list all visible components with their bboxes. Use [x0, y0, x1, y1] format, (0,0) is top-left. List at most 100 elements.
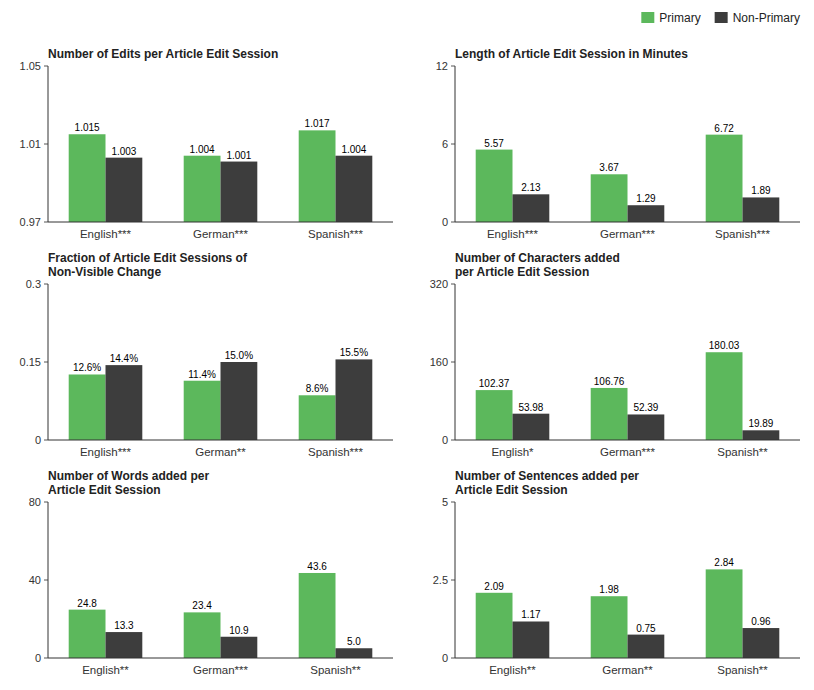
y-tick [451, 580, 455, 581]
y-tick [451, 362, 455, 363]
legend-swatch [641, 12, 654, 23]
data-label: 19.89 [748, 418, 773, 429]
data-label: 23.4 [192, 600, 212, 611]
bars [69, 359, 373, 440]
background [0, 0, 814, 690]
y-tick-label: 1.01 [20, 138, 41, 150]
y-tick-label: 80 [29, 496, 41, 508]
bar [336, 156, 373, 222]
data-label: 2.84 [714, 557, 734, 568]
legend-swatch [715, 12, 728, 23]
bar [476, 593, 513, 658]
data-label: 1.004 [341, 144, 366, 155]
bar [221, 637, 258, 658]
data-label: 2.09 [484, 581, 504, 592]
y-axis-line [455, 502, 456, 658]
y-tick [451, 284, 455, 285]
y-tick-label: 0.97 [20, 216, 41, 228]
y-tick-label: 0 [442, 434, 448, 446]
y-tick-label: 0 [442, 652, 448, 664]
data-label: 1.015 [75, 122, 100, 133]
y-tick [451, 440, 455, 441]
bar [476, 150, 513, 222]
data-label: 6.72 [714, 123, 734, 134]
y-tick [44, 502, 48, 503]
category-label: English** [489, 664, 536, 676]
bars [69, 573, 373, 658]
bar [513, 414, 550, 440]
panel-title: Number of Words added perArticle Edit Se… [48, 469, 209, 497]
bars [476, 135, 780, 222]
bar [591, 388, 628, 440]
category-label: German*** [193, 228, 248, 240]
bar [106, 632, 143, 658]
y-tick-label: 1.05 [20, 60, 41, 72]
bar [299, 395, 336, 440]
bar [299, 573, 336, 658]
bar [513, 621, 550, 658]
y-tick [44, 144, 48, 145]
y-tick-label: 40 [29, 574, 41, 586]
data-label: 53.98 [518, 402, 543, 413]
bar [706, 135, 743, 222]
legend-label: Non-Primary [733, 11, 800, 25]
y-tick [44, 284, 48, 285]
data-label: 106.76 [594, 376, 625, 387]
category-label: Spanish*** [715, 228, 771, 240]
category-label: Spanish** [310, 664, 361, 676]
data-label: 1.001 [226, 150, 251, 161]
category-label: English*** [487, 228, 539, 240]
panel-title: Fraction of Article Edit Sessions ofNon-… [48, 251, 248, 279]
data-label: 0.96 [751, 616, 771, 627]
bar [336, 359, 373, 440]
y-tick-label: 0.3 [26, 278, 41, 290]
data-label: 1.017 [305, 118, 330, 129]
x-axis-line [455, 222, 800, 223]
panel: Number of Edits per Article Edit Session… [20, 47, 393, 690]
data-label: 5.57 [484, 138, 504, 149]
y-tick [44, 222, 48, 223]
data-label: 1.004 [190, 144, 215, 155]
y-tick [451, 66, 455, 67]
category-label: Spanish** [717, 664, 768, 676]
data-label: 11.4% [188, 369, 216, 380]
data-label: 24.8 [77, 598, 97, 609]
data-label: 1.29 [636, 193, 656, 204]
bar [106, 365, 143, 440]
category-label: German*** [600, 446, 655, 458]
bar [336, 648, 373, 658]
panel-title: Length of Article Edit Session in Minute… [455, 47, 688, 61]
y-tick-label: 12 [436, 60, 448, 72]
data-label: 15.0% [225, 350, 253, 361]
y-tick [451, 222, 455, 223]
panel: Number of Sentences added perArticle Edi… [433, 469, 800, 676]
bar [591, 174, 628, 222]
y-tick [44, 440, 48, 441]
data-label: 3.67 [599, 162, 619, 173]
bar [513, 194, 550, 222]
y-tick [44, 658, 48, 659]
y-tick-label: 6 [442, 138, 448, 150]
panel-title: Number of Characters addedper Article Ed… [455, 251, 620, 279]
category-label: Spanish*** [308, 228, 364, 240]
y-axis-line [48, 502, 49, 658]
x-axis-line [455, 658, 800, 659]
category-label: German*** [600, 228, 655, 240]
bar [706, 569, 743, 658]
legend: Non-PrimaryPrimary [641, 11, 800, 25]
category-label: Spanish*** [308, 446, 364, 458]
data-label: 15.5% [340, 347, 368, 358]
data-label: 1.98 [599, 584, 619, 595]
panel-title: Number of Edits per Article Edit Session [48, 47, 278, 61]
y-tick [451, 502, 455, 503]
y-axis-line [48, 284, 49, 440]
bar [591, 596, 628, 658]
data-label: 12.6% [73, 362, 101, 373]
y-tick-label: 0 [35, 652, 41, 664]
panel-title: Number of Sentences added perArticle Edi… [455, 469, 639, 497]
bar [628, 205, 665, 222]
x-axis-line [48, 222, 393, 223]
data-label: 2.13 [521, 182, 541, 193]
y-tick [44, 580, 48, 581]
y-tick [451, 144, 455, 145]
